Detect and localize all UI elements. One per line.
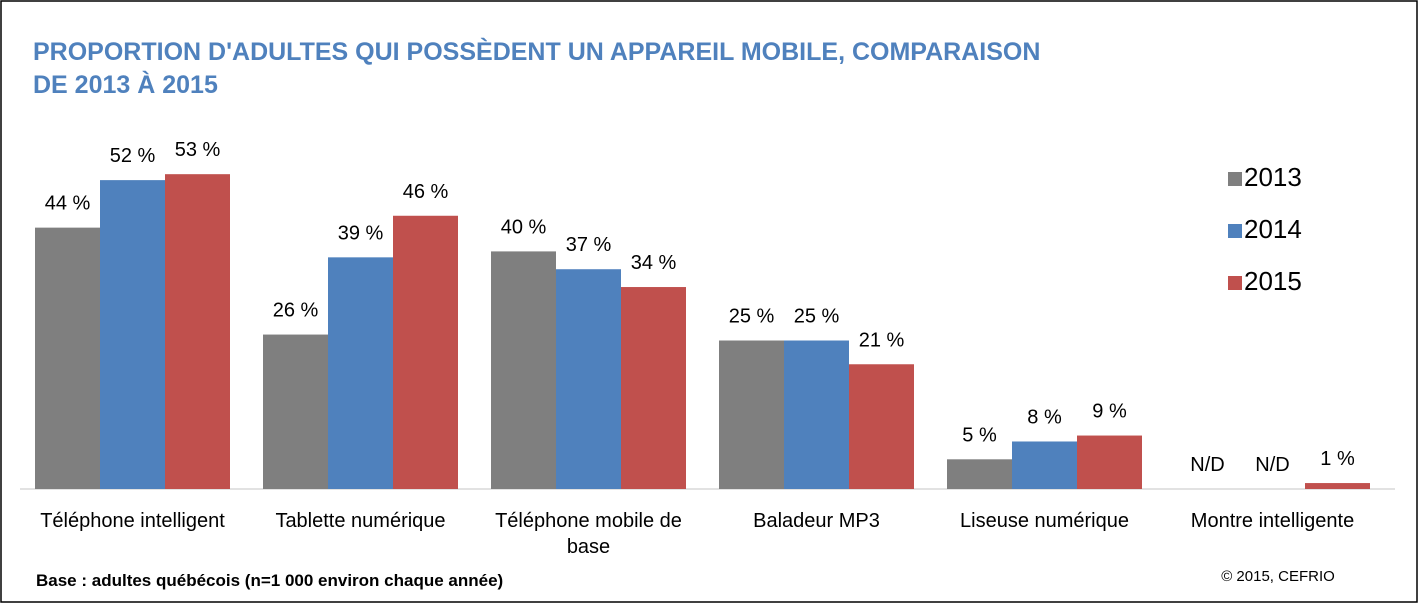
value-label: 8 % [1027, 406, 1062, 428]
value-label: 53 % [175, 139, 221, 161]
x-tick-label: Téléphone mobile de base [495, 510, 682, 558]
x-tick-label: Téléphone intelligent [40, 510, 225, 532]
x-tick-label-line: Téléphone mobile de [495, 510, 682, 532]
value-label: 34 % [631, 252, 677, 274]
value-label: N/D [1190, 454, 1224, 476]
bar [100, 180, 165, 489]
bar [393, 215, 458, 489]
title-line: DE 2013 À 2015 [33, 70, 218, 99]
bar [849, 364, 914, 489]
value-label: 52 % [110, 145, 156, 167]
legend-swatch [1228, 224, 1242, 238]
bar [719, 340, 784, 489]
chart-title: PROPORTION D'ADULTES QUI POSSÈDENT UN AP… [33, 37, 1040, 99]
bar [35, 227, 100, 489]
x-tick-label: Liseuse numérique [960, 510, 1129, 532]
legend-swatch [1228, 276, 1242, 290]
value-label: 25 % [729, 306, 775, 328]
x-tick-label-line: base [567, 536, 610, 558]
legend-label: 2013 [1244, 162, 1302, 192]
value-label: 5 % [962, 424, 997, 446]
title-line: PROPORTION D'ADULTES QUI POSSÈDENT UN AP… [33, 37, 1040, 66]
value-label: 9 % [1092, 401, 1127, 423]
value-label: 40 % [501, 216, 547, 238]
value-label: N/D [1255, 454, 1289, 476]
bar [491, 251, 556, 489]
value-label: 44 % [45, 193, 91, 215]
bar [328, 257, 393, 489]
note: Base : adultes québécois (n=1 000 enviro… [36, 571, 503, 590]
value-label: 39 % [338, 222, 384, 244]
bar [263, 334, 328, 489]
bar [556, 269, 621, 489]
bar [1077, 435, 1142, 489]
x-tick-label: Baladeur MP3 [753, 510, 880, 532]
value-label: 26 % [273, 300, 319, 322]
bar [621, 287, 686, 489]
bar [165, 174, 230, 489]
x-tick-label: Montre intelligente [1191, 510, 1354, 532]
bar [1305, 483, 1370, 489]
legend-label: 2014 [1244, 214, 1302, 244]
bar [1012, 441, 1077, 489]
bar [784, 340, 849, 489]
x-tick-label: Tablette numérique [275, 510, 445, 532]
value-label: 37 % [566, 234, 612, 256]
legend-label: 2015 [1244, 266, 1302, 296]
source: © 2015, CEFRIO [1221, 568, 1335, 585]
legend-swatch [1228, 172, 1242, 186]
bar [947, 459, 1012, 489]
value-label: 1 % [1320, 448, 1355, 470]
value-label: 46 % [403, 181, 449, 203]
value-label: 21 % [859, 329, 905, 351]
value-label: 25 % [794, 306, 840, 328]
